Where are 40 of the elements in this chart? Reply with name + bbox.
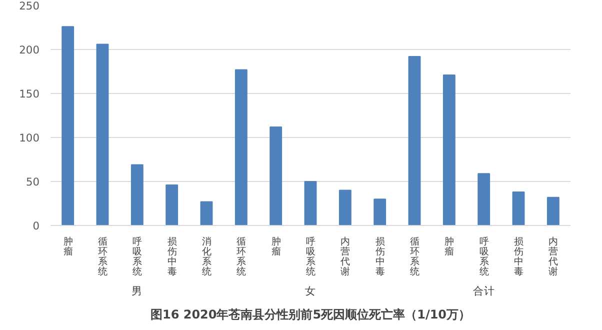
y-tick-label: 200 xyxy=(19,44,40,56)
bar xyxy=(96,44,109,226)
x-tick-label: 肿瘤 xyxy=(444,236,454,256)
y-tick-label: 250 xyxy=(19,0,40,12)
y-tick-label: 100 xyxy=(19,132,40,144)
x-tick-label: 呼吸系统 xyxy=(132,236,142,276)
x-tick-label: 内营代谢 xyxy=(548,236,558,276)
x-tick-label: 呼吸系统 xyxy=(306,236,315,276)
x-tick-label: 损伤中毒 xyxy=(514,236,523,276)
bar xyxy=(304,181,317,226)
x-tick-label: 循环系统 xyxy=(98,236,107,276)
x-tick-label: 损伤中毒 xyxy=(375,236,384,276)
bar xyxy=(478,173,490,226)
bar xyxy=(442,74,456,226)
x-tick-label: 肿瘤 xyxy=(271,236,280,256)
bar xyxy=(374,198,386,226)
x-tick-label: 循环系统 xyxy=(236,236,246,276)
bar xyxy=(338,190,352,226)
text: 合计 xyxy=(472,284,495,298)
x-tick-label: 肿瘤 xyxy=(63,236,72,256)
bar xyxy=(62,26,74,226)
text: 图16 2020年苍南县分性别前5死因顺位死亡率（1/10万） xyxy=(150,308,471,322)
bar xyxy=(408,56,421,226)
x-tick-label: 消化系统 xyxy=(202,236,211,276)
text: 男 xyxy=(132,286,143,298)
y-tick-label: 0 xyxy=(32,220,40,232)
text: 女 xyxy=(305,286,316,298)
bar xyxy=(512,192,525,226)
x-tick-label: 呼吸系统 xyxy=(479,236,488,276)
bar xyxy=(270,126,282,226)
bar xyxy=(234,69,248,226)
bar xyxy=(166,184,178,226)
bar xyxy=(130,164,144,226)
y-tick-label: 50 xyxy=(26,176,40,188)
y-tick-label: 150 xyxy=(19,88,40,100)
bar xyxy=(200,201,213,226)
x-tick-label: 内营代谢 xyxy=(340,236,350,276)
bar xyxy=(546,196,560,226)
x-tick-label: 循环系统 xyxy=(410,236,419,276)
x-tick-label: 损伤中毒 xyxy=(167,236,176,276)
